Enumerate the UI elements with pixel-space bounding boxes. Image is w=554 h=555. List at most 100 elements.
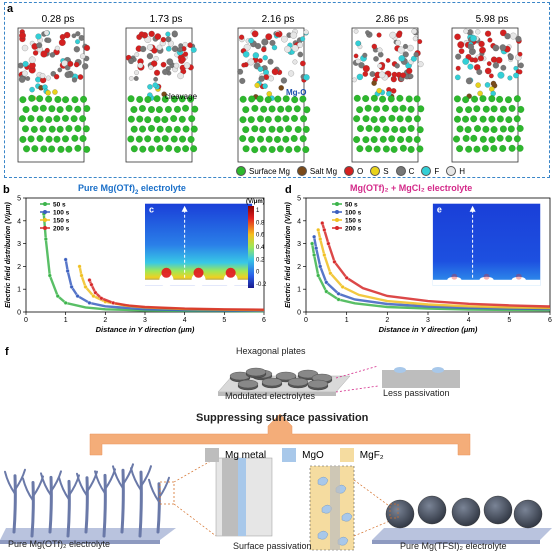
atom: [455, 74, 461, 81]
surface-mg-atom: [362, 95, 370, 103]
snapshot-time: 2.16 ps: [261, 14, 295, 25]
surface-mg-atom: [74, 105, 82, 113]
y-tick-label: 5: [297, 196, 301, 203]
snapshot-4: 2.86 ps: [348, 14, 436, 164]
atom-legend-item: Surface Mg: [236, 166, 290, 176]
surface-mg-atom: [456, 145, 464, 153]
surface-mg-atom: [83, 145, 91, 153]
surface-mg-atom: [247, 116, 255, 124]
surface-mg-atom: [187, 135, 195, 143]
surface-mg-atom: [513, 135, 521, 143]
surface-mg-atom: [83, 105, 91, 112]
surface-mg-atom: [382, 104, 390, 112]
dendrite-branch: [148, 478, 160, 503]
surface-mg-atom: [56, 125, 64, 133]
y-tick-label: 4: [17, 218, 21, 225]
atom: [408, 73, 414, 79]
field-hotspot: [193, 267, 204, 278]
atom: [487, 37, 493, 43]
atom: [288, 70, 295, 77]
material-legend-label: MgF₂: [359, 449, 384, 461]
atom: [237, 68, 244, 75]
snapshot-1: 0.28 ps: [14, 14, 102, 164]
surface-mg-atom: [170, 135, 178, 143]
atom: [265, 33, 273, 41]
x-tick-label: 3: [426, 317, 430, 324]
data-point: [79, 273, 84, 278]
surface-mg-atom: [464, 126, 472, 134]
surface-mg-atom: [48, 145, 56, 153]
surface-mg-atom: [276, 145, 284, 153]
surface-mg-atom: [396, 115, 404, 123]
y-tick-label: 0: [17, 310, 21, 317]
dendrite-trunk: [12, 474, 17, 534]
surface-mg-atom: [399, 144, 407, 152]
legend-label: 150 s: [345, 218, 362, 225]
atom: [472, 57, 478, 63]
surface-mg-atom: [27, 135, 35, 143]
atom: [144, 36, 152, 43]
surface-mg-atom: [165, 144, 173, 152]
surface-mg-atom: [405, 135, 413, 143]
atom: [362, 65, 370, 73]
surface-mg-atom: [74, 144, 82, 152]
panel-b-label: b: [3, 184, 10, 196]
atom: [271, 68, 279, 76]
atom: [378, 71, 386, 79]
surface-mg-atom: [71, 134, 79, 142]
substrate-edge: [218, 392, 336, 396]
atom: [504, 33, 511, 40]
surface-mg-atom: [127, 95, 135, 103]
atom: [497, 71, 505, 79]
surface-mg-atom: [505, 116, 513, 124]
surface-mg-atom: [153, 116, 161, 123]
simulation-cell: [237, 27, 305, 163]
atom: [173, 62, 180, 69]
atom: [45, 75, 51, 81]
atom: [517, 51, 523, 57]
surface-mg-atom: [490, 105, 498, 113]
x-tick-label: 3: [143, 317, 147, 324]
surface-mg-atom: [285, 105, 293, 113]
atom: [508, 53, 514, 60]
series-line: [310, 243, 551, 312]
surface-mg-atom: [507, 125, 515, 133]
suppressing-surface-passivation-label: Suppressing surface passivation: [196, 412, 369, 424]
hexagonal-plate-top: [261, 377, 283, 387]
mgo-layer: [238, 458, 246, 536]
atom: [154, 33, 162, 40]
dendrite-trunk: [120, 468, 125, 534]
atom: [500, 29, 507, 37]
panel-f-schematic: [0, 365, 552, 551]
surface-mg-atom: [516, 144, 524, 152]
atom: [35, 33, 42, 40]
atom: [353, 29, 359, 34]
surface-mg-atom: [388, 135, 396, 143]
surface-mg-atom: [370, 116, 378, 124]
x-tick-label: 0: [304, 317, 308, 324]
surface-mg-atom: [53, 135, 61, 143]
data-point: [83, 284, 88, 289]
atom: [148, 64, 154, 70]
surface-mg-atom: [130, 125, 138, 133]
atom: [355, 58, 361, 64]
legend-marker: [43, 226, 47, 230]
material-legend-item: MgF₂: [339, 448, 384, 462]
probe-arrow: [181, 205, 188, 212]
colorbar-tick-label: 0: [256, 270, 260, 276]
surface-mg-atom: [130, 106, 138, 114]
surface-mg-atom: [474, 125, 481, 133]
surface-mg-atom: [144, 116, 152, 124]
surface-mg-atom: [488, 136, 496, 144]
y-tick-label: 4: [297, 218, 301, 225]
surface-mg-atom: [268, 125, 276, 133]
colorbar-tick-label: 0.6: [256, 233, 265, 239]
legend-marker: [335, 218, 339, 222]
atom: [183, 62, 191, 69]
mg-metal-layer: [330, 466, 340, 550]
dendrite-branch: [50, 470, 62, 493]
data-point: [77, 264, 82, 269]
atom: [154, 69, 161, 76]
cleavage-annotation: cleavage: [165, 92, 198, 101]
atom-legend-label: F: [434, 166, 440, 176]
